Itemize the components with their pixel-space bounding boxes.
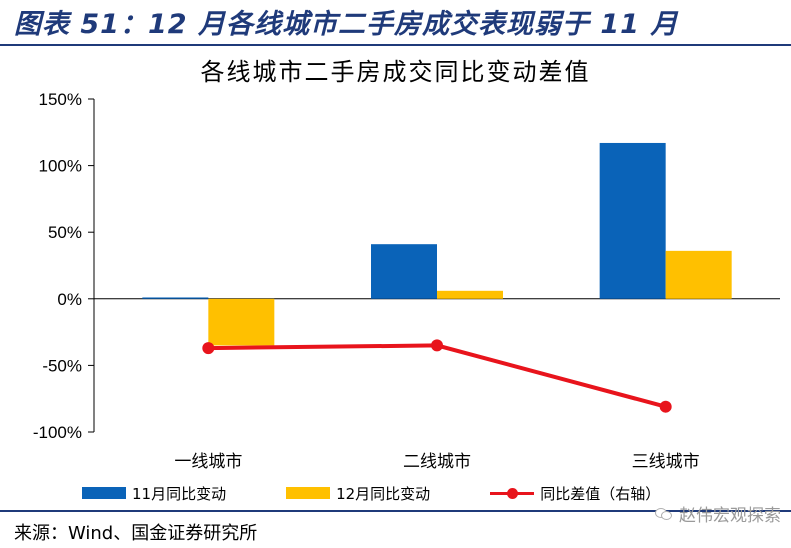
bar-dec [437, 290, 503, 299]
legend-swatch-nov [82, 487, 126, 499]
bar-nov [599, 142, 666, 299]
y-tick-label: 0% [57, 290, 82, 309]
bar-nov [371, 244, 437, 299]
legend-line-diff [490, 487, 535, 499]
watermark-text: 赵伟宏观探索 [679, 506, 781, 526]
x-category-label: 三线城市 [632, 452, 700, 472]
x-category-label: 一线城市 [174, 452, 242, 472]
legend-swatch-dec [286, 487, 331, 499]
bar-dec [208, 298, 275, 346]
chart-title: 各线城市二手房成交同比变动差值 [200, 58, 591, 86]
y-tick-label: 150% [39, 90, 82, 109]
legend-label-dec: 12月同比变动 [336, 484, 431, 503]
figure-header: 图表 51：12 月各线城市二手房成交表现弱于 11 月 [0, 0, 791, 46]
legend-item-dec: 12月同比变动 [286, 483, 430, 504]
diff-marker [659, 400, 672, 413]
bar-nov [142, 297, 209, 299]
x-category-label: 二线城市 [403, 452, 471, 472]
wechat-icon [655, 507, 673, 521]
diff-marker [202, 342, 215, 355]
bar-dec [665, 250, 732, 299]
diff-marker [431, 339, 443, 352]
header-divider [0, 44, 791, 46]
legend-line-marker [507, 488, 519, 499]
y-tick-label: 50% [48, 223, 82, 242]
y-tick-label: 100% [39, 157, 82, 176]
footer-divider [0, 510, 791, 512]
legend-item-nov: 11月同比变动 [82, 483, 226, 504]
chart-canvas: 150% 100% 50% 0% -50% -100% 一线城市 二线城市 三线城市 [33, 90, 780, 472]
figure-title: 图表 51：12 月各线城市二手房成交表现弱于 11 月 [14, 9, 679, 40]
legend-label-diff: 同比差值（右轴） [540, 484, 661, 503]
diff-line [208, 343, 667, 409]
source-note: 来源：Wind、国金证券研究所 [14, 523, 258, 544]
y-tick-label: -100% [33, 423, 82, 442]
chart-legend: 11月同比变动 12月同比变动 同比差值（右轴） [82, 481, 720, 505]
legend-item-diff: 同比差值（右轴） [490, 483, 660, 504]
watermark: 赵伟宏观探索 [655, 501, 781, 526]
y-tick-label: -50% [42, 356, 82, 375]
legend-label-nov: 11月同比变动 [132, 484, 227, 503]
